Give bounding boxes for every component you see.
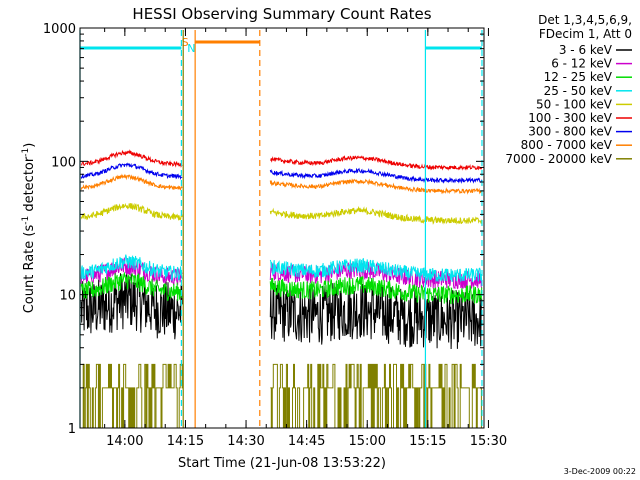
x-tick-label: 15:15 <box>409 434 446 449</box>
legend-label: 300 - 800 keV <box>528 125 612 139</box>
series-line <box>269 276 483 305</box>
footer-date: 3-Dec-2009 00:22 <box>564 467 636 476</box>
y-axis-label-base: Count Rate (s <box>22 225 37 314</box>
attenuator-line <box>81 363 184 429</box>
y-tick-label: 1000 <box>43 22 76 37</box>
y-tick-label: 10 <box>59 289 76 304</box>
legend-label: 12 - 25 keV <box>544 70 613 84</box>
chart-title: HESSI Observing Summary Count Rates <box>132 5 431 23</box>
saa-label: S <box>182 36 189 49</box>
legend-label: 6 - 12 keV <box>551 57 613 71</box>
legend-label: 50 - 100 keV <box>536 97 613 111</box>
series-line <box>270 155 483 171</box>
x-tick-label: 15:30 <box>470 434 507 449</box>
series-line <box>80 270 183 340</box>
legend: Det 1,3,4,5,6,9, FDecim 1, Att 0 3 - 6 k… <box>505 13 632 166</box>
series-line <box>80 162 183 181</box>
night-label: N <box>187 42 195 55</box>
legend-header-line-1: Det 1,3,4,5,6,9, <box>538 13 632 27</box>
series-line <box>80 202 183 221</box>
series-line <box>80 271 183 302</box>
legend-label: 100 - 300 keV <box>528 111 612 125</box>
legend-label: 800 - 7000 keV <box>521 138 613 152</box>
x-tick-label: 14:45 <box>288 434 325 449</box>
x-tick-label: 14:30 <box>227 434 264 449</box>
y-axis-label-sup1: -1 <box>21 216 31 225</box>
attenuator-line <box>270 363 483 429</box>
plot-frame <box>79 27 485 429</box>
x-tick-label: 15:00 <box>349 434 386 449</box>
series-line <box>269 205 483 225</box>
series-line <box>80 173 183 191</box>
y-axis-label-end: ) <box>22 143 37 148</box>
legend-label: 7000 - 20000 keV <box>505 152 612 166</box>
series-line <box>80 254 183 282</box>
y-axis-label-sup2: -1 <box>21 148 31 157</box>
x-axis-label: Start Time (21-Jun-08 13:53:22) <box>178 456 386 471</box>
axis-layer: 14:00 14:15 14:30 14:45 15:00 15:15 15:30 1 10 10… <box>43 22 507 449</box>
series-line <box>269 167 483 184</box>
series-layer <box>80 149 483 429</box>
y-tick-label: 100 <box>51 155 76 170</box>
x-tick-label: 14:00 <box>106 434 143 449</box>
legend-label: 25 - 50 keV <box>544 84 613 98</box>
series-line <box>269 178 483 195</box>
legend-header-line-2: FDecim 1, Att 0 <box>539 27 632 41</box>
y-axis-label-mid: detector <box>22 156 37 216</box>
series-line <box>80 149 183 168</box>
series-line <box>269 257 483 283</box>
series-line <box>269 282 483 350</box>
legend-label: 3 - 6 keV <box>559 43 613 57</box>
y-tick-label: 1 <box>68 422 76 437</box>
y-axis-label: Count Rate (s-1 detector-1) <box>21 143 37 314</box>
x-tick-label: 14:15 <box>167 434 204 449</box>
